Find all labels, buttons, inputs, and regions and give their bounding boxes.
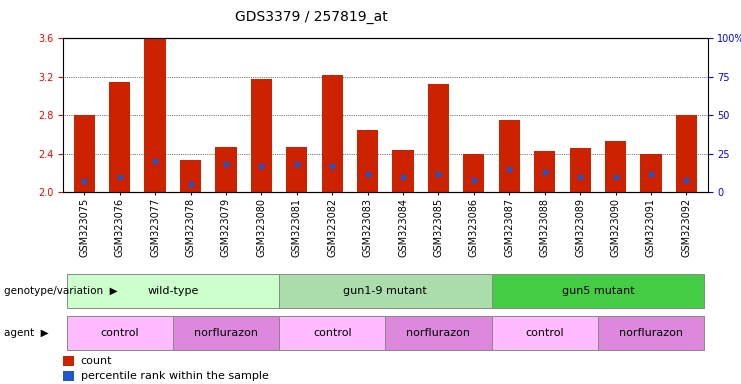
Bar xyxy=(67,274,279,308)
Bar xyxy=(250,79,272,192)
Bar xyxy=(173,316,279,350)
Bar xyxy=(357,130,378,192)
Bar xyxy=(428,84,449,192)
Text: percentile rank within the sample: percentile rank within the sample xyxy=(81,371,268,381)
Text: gun1-9 mutant: gun1-9 mutant xyxy=(343,286,428,296)
Text: norflurazon: norflurazon xyxy=(619,328,683,338)
Text: gun5 mutant: gun5 mutant xyxy=(562,286,634,296)
Bar xyxy=(463,154,485,192)
Bar xyxy=(144,38,166,192)
Bar xyxy=(393,150,413,192)
Bar xyxy=(499,120,520,192)
Bar xyxy=(598,316,704,350)
Bar xyxy=(491,274,704,308)
Bar xyxy=(534,151,555,192)
Text: norflurazon: norflurazon xyxy=(407,328,471,338)
Text: genotype/variation  ▶: genotype/variation ▶ xyxy=(4,286,117,296)
Text: wild-type: wild-type xyxy=(147,286,199,296)
Bar xyxy=(640,154,662,192)
Bar xyxy=(63,371,73,381)
Bar xyxy=(605,141,626,192)
Bar xyxy=(385,316,491,350)
Text: control: control xyxy=(313,328,351,338)
Bar xyxy=(279,316,385,350)
Text: agent  ▶: agent ▶ xyxy=(4,328,48,338)
Text: control: control xyxy=(525,328,564,338)
Bar xyxy=(286,147,308,192)
Bar xyxy=(63,356,73,366)
Text: control: control xyxy=(100,328,139,338)
Text: count: count xyxy=(81,356,112,366)
Bar xyxy=(216,147,236,192)
Text: GDS3379 / 257819_at: GDS3379 / 257819_at xyxy=(235,10,388,23)
Bar xyxy=(109,82,130,192)
Bar xyxy=(491,316,598,350)
Bar xyxy=(67,316,173,350)
Bar xyxy=(570,148,591,192)
Bar xyxy=(322,75,343,192)
Bar xyxy=(676,115,697,192)
Bar xyxy=(180,161,201,192)
Text: norflurazon: norflurazon xyxy=(194,328,258,338)
Bar xyxy=(73,115,95,192)
Bar xyxy=(279,274,491,308)
